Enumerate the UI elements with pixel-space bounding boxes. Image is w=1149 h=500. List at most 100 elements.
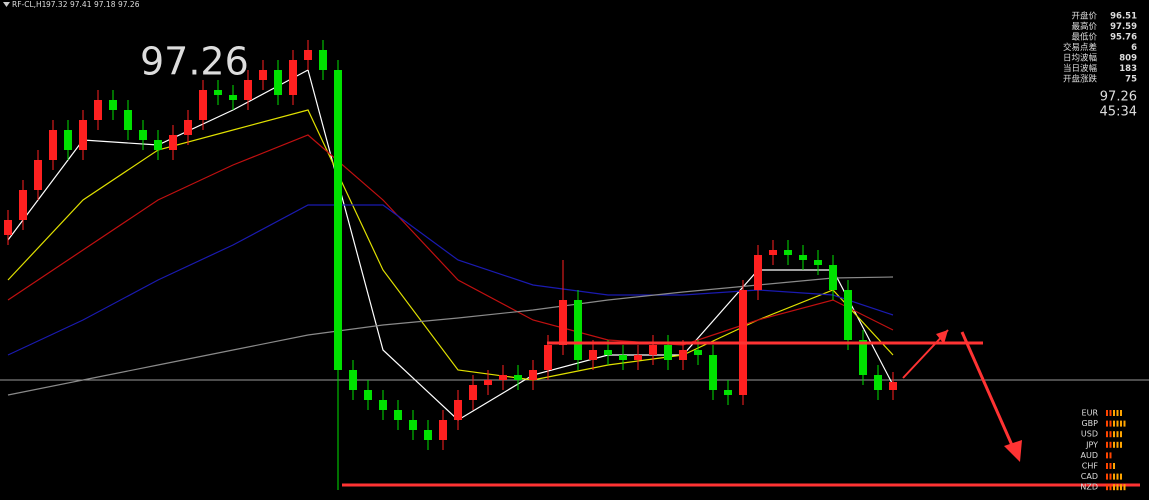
candle-body bbox=[259, 70, 267, 80]
currency-name: CHF bbox=[1082, 462, 1099, 471]
moving-average bbox=[7, 134, 894, 346]
arrow-head bbox=[1004, 440, 1022, 462]
candle-body bbox=[799, 255, 807, 260]
strength-bar bbox=[1116, 420, 1119, 427]
candle-body bbox=[424, 430, 432, 440]
strength-bar bbox=[1109, 452, 1112, 459]
symbol: RF-CL,H1 bbox=[12, 0, 47, 9]
candle-body bbox=[34, 160, 42, 190]
strength-bar bbox=[1113, 410, 1115, 416]
strength-bar bbox=[1106, 410, 1108, 416]
candle-body bbox=[109, 100, 117, 110]
info-value: 6 bbox=[1131, 43, 1137, 53]
currency-name: JPY bbox=[1085, 440, 1098, 449]
candle-body bbox=[229, 95, 237, 100]
info-value: 183 bbox=[1119, 64, 1137, 74]
candle-body bbox=[769, 250, 777, 255]
plot-area bbox=[0, 40, 1149, 490]
candle-body bbox=[484, 380, 492, 385]
strength-bar bbox=[1109, 484, 1112, 491]
info-value: 75 bbox=[1125, 75, 1137, 85]
strength-bar bbox=[1123, 420, 1126, 427]
candle-body bbox=[634, 355, 642, 360]
info-label: 日均波幅 bbox=[1063, 53, 1098, 64]
strength-bar bbox=[1120, 473, 1122, 480]
candle-body bbox=[874, 375, 882, 390]
candle-body bbox=[154, 140, 162, 150]
candle-body bbox=[649, 345, 657, 355]
strength-bar bbox=[1120, 441, 1122, 448]
candle-body bbox=[304, 50, 312, 60]
candle-body bbox=[409, 420, 417, 430]
strength-bar bbox=[1109, 441, 1112, 448]
arrow-head bbox=[936, 330, 948, 344]
candle-body bbox=[394, 410, 402, 420]
menu-icon[interactable] bbox=[3, 2, 10, 7]
candle-body bbox=[334, 70, 342, 370]
quote-value: 97.41 bbox=[70, 0, 92, 9]
candle-body bbox=[499, 375, 507, 380]
candle-body bbox=[754, 255, 762, 290]
candle-body bbox=[349, 370, 357, 390]
candle-body bbox=[814, 260, 822, 265]
strength-bar bbox=[1106, 431, 1108, 438]
currency-name: GBP bbox=[1081, 419, 1098, 428]
info-value: 96.51 bbox=[1110, 12, 1137, 22]
clock-price: 97.26 bbox=[1100, 90, 1137, 105]
strength-bar bbox=[1109, 431, 1112, 438]
candle-body bbox=[289, 60, 297, 95]
strength-bar bbox=[1113, 484, 1115, 491]
candle-body bbox=[274, 70, 282, 95]
strength-bar bbox=[1106, 484, 1108, 491]
candle-body bbox=[559, 300, 567, 345]
candle-body bbox=[529, 370, 537, 380]
candle-body bbox=[664, 345, 672, 360]
strength-bar bbox=[1113, 473, 1115, 480]
info-label: 当日波幅 bbox=[1063, 63, 1098, 74]
strength-bar bbox=[1106, 452, 1108, 459]
strength-bar bbox=[1120, 484, 1122, 491]
strength-bar bbox=[1116, 431, 1119, 438]
candle-body bbox=[859, 340, 867, 375]
candle-body bbox=[64, 130, 72, 150]
strength-bar bbox=[1106, 441, 1108, 448]
strength-bar bbox=[1120, 420, 1122, 427]
strength-bar bbox=[1116, 441, 1119, 448]
strength-bar bbox=[1106, 463, 1108, 469]
candle-body bbox=[829, 265, 837, 290]
candle-body bbox=[49, 130, 57, 160]
strength-bar bbox=[1106, 473, 1108, 480]
strength-bar bbox=[1109, 420, 1112, 427]
arrow-down bbox=[960, 331, 1017, 453]
candle-body bbox=[604, 350, 612, 355]
candle-body bbox=[724, 390, 732, 395]
candle-body bbox=[469, 385, 477, 400]
candle-body bbox=[679, 350, 687, 360]
clock-time: 45:34 bbox=[1100, 105, 1137, 120]
candle-body bbox=[4, 220, 12, 235]
quote-value: 97.32 bbox=[46, 0, 68, 9]
candle-body bbox=[889, 382, 897, 390]
strength-bar bbox=[1120, 410, 1122, 416]
quote-value: 97.26 bbox=[118, 0, 140, 9]
candle-body bbox=[199, 90, 207, 120]
currency-name: USD bbox=[1081, 430, 1098, 439]
currency-name: CAD bbox=[1081, 472, 1098, 481]
strength-bar bbox=[1109, 473, 1112, 480]
quote-value: 97.18 bbox=[94, 0, 116, 9]
strength-bar bbox=[1120, 431, 1122, 438]
candle-body bbox=[19, 190, 27, 220]
strength-bar bbox=[1116, 473, 1119, 480]
currency-name: EUR bbox=[1082, 409, 1099, 418]
candle-body bbox=[244, 80, 252, 100]
candle-body bbox=[94, 100, 102, 120]
candle-body bbox=[319, 50, 327, 70]
info-value: 97.59 bbox=[1110, 22, 1137, 32]
info-label: 最高价 bbox=[1071, 21, 1097, 32]
candle-body bbox=[544, 345, 552, 370]
strength-bar bbox=[1113, 420, 1115, 427]
info-label: 开盘价 bbox=[1071, 11, 1097, 22]
